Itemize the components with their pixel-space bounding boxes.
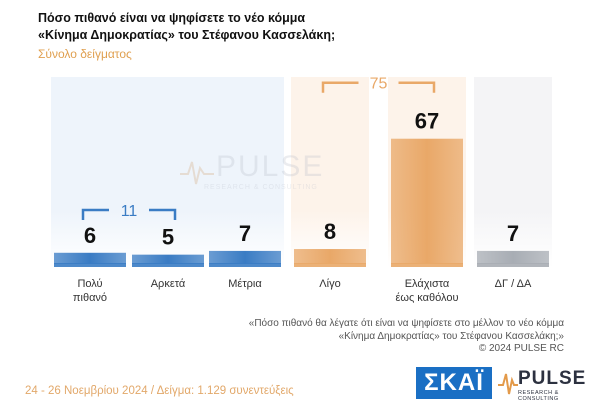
value-label: 5 <box>162 225 174 250</box>
title-line-1: Πόσο πιθανό είναι να ψηφίσετε το νέο κόμ… <box>38 11 306 25</box>
footnote-line-1: «Πόσο πιθανό θα λέγατε ότι είναι να ψηφί… <box>248 318 564 329</box>
category-label: Πολύ πιθανό <box>72 278 108 304</box>
bar <box>54 252 126 264</box>
category-label: Μέτρια <box>228 278 262 290</box>
bar <box>477 250 549 264</box>
pulse-logo: PULSE RESEARCH & CONSULTING <box>498 368 588 402</box>
value-label: 8 <box>324 219 336 244</box>
value-label: 6 <box>84 223 96 248</box>
group-bracket-right <box>398 81 436 93</box>
bar <box>294 249 366 264</box>
pulse-logo-text: PULSE <box>518 368 587 389</box>
column-background <box>51 77 129 268</box>
copyright-line: © 2024 PULSE RC <box>478 343 564 354</box>
value-label: 7 <box>507 221 519 246</box>
category-label: ΔΓ / ΔΑ <box>494 278 532 290</box>
bar <box>391 138 463 264</box>
value-label: 67 <box>415 109 439 134</box>
pulse-wave-icon <box>180 161 214 185</box>
group-total-label: 11 <box>121 203 138 220</box>
group-bracket-left <box>81 208 109 220</box>
category-label: Λίγο <box>319 278 341 290</box>
title-line-2: «Κίνημα Δημοκρατίας» του Στέφανου Κασσελ… <box>38 28 336 42</box>
chart-subtitle: Σύνολο δείγματος <box>38 47 132 61</box>
column-background <box>291 77 369 268</box>
skai-logo: ΣΚΑΪ <box>416 367 492 399</box>
group-bracket-right <box>149 208 177 220</box>
bar-baseline <box>132 263 204 267</box>
question-footnote: «Πόσο πιθανό θα λέγατε ότι είναι να ψηφί… <box>249 318 564 356</box>
group-total-label: 75 <box>370 76 388 93</box>
column-background <box>129 77 207 268</box>
column-background <box>206 77 284 268</box>
bar-baseline <box>294 263 366 267</box>
category-label: Ελάχιστα έως καθόλου <box>395 278 459 304</box>
value-label: 7 <box>239 221 251 246</box>
bar <box>209 250 281 264</box>
group-bracket-left <box>321 81 359 93</box>
pulse-logo-tagline: RESEARCH & CONSULTING <box>518 390 559 402</box>
category-label: Αρκετά <box>150 278 186 290</box>
watermark-tagline: RESEARCH & CONSULTING <box>204 184 318 191</box>
pulse-watermark: PULSE RESEARCH & CONSULTING <box>180 150 340 200</box>
pulse-logo-icon <box>498 373 518 395</box>
bar-baseline <box>54 263 126 267</box>
bar-baseline <box>477 263 549 267</box>
watermark-brand: PULSE <box>216 150 325 183</box>
bar-baseline <box>209 263 281 267</box>
bar-baseline <box>391 263 463 267</box>
survey-footer: 24 - 26 Νοεμβρίου 2024 / Δείγμα: 1.129 σ… <box>25 385 294 397</box>
bar <box>132 254 204 264</box>
chart-title: Πόσο πιθανό είναι να ψηφίσετε το νέο κόμ… <box>38 10 335 44</box>
footnote-line-2: «Κίνημα Δημοκρατίας» του Στέφανου Κασσελ… <box>338 330 564 342</box>
column-background <box>474 77 552 268</box>
